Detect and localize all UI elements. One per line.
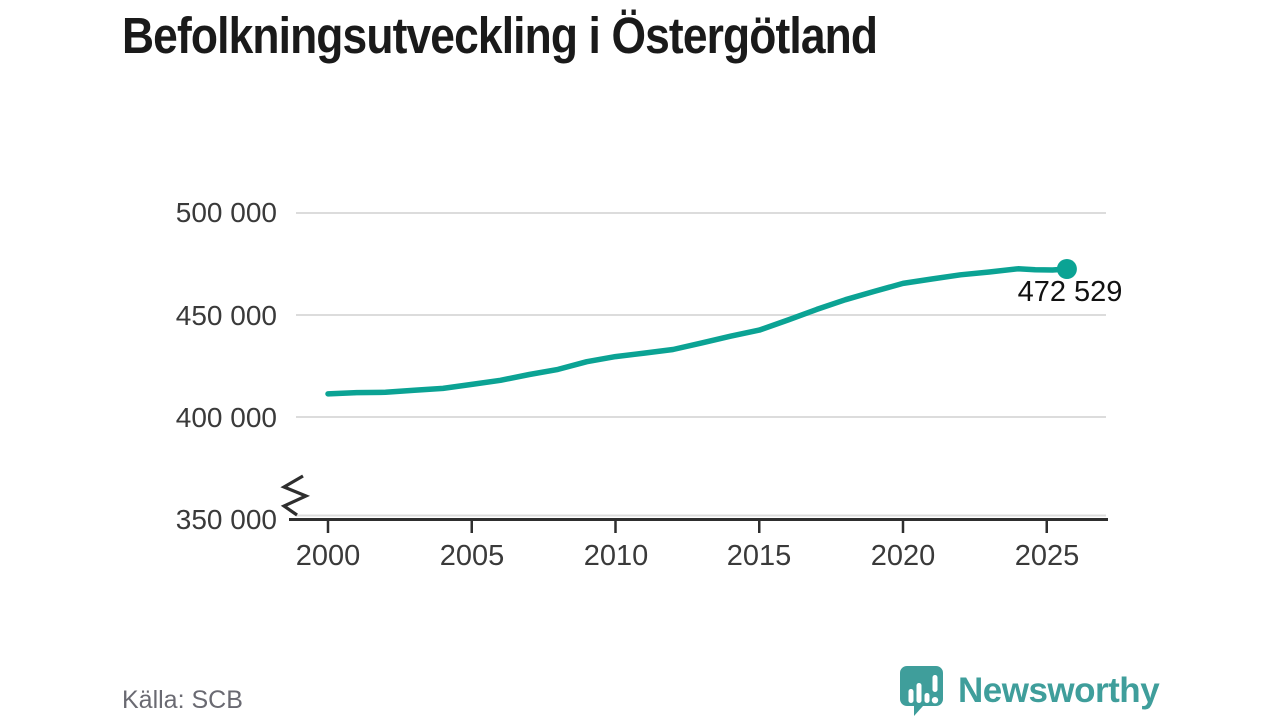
y-axis-tick-label: 450 000 [175,300,277,331]
source-label: Källa: SCB [122,686,243,714]
newsworthy-logo: Newsworthy [898,663,1160,719]
x-axis-tick-label: 2020 [870,540,936,572]
population-line [325,266,1070,397]
brand-name: Newsworthy [958,671,1160,710]
chart-title: Befolkningsutveckling i Östergötland [122,7,878,64]
y-axis-tick-label: 350 000 [175,504,277,535]
newsworthy-icon [900,666,943,716]
y-axis-tick-label: 400 000 [175,402,277,433]
x-axis-tick-label: 2025 [1014,540,1080,572]
y-axis-tick-label: 500 000 [175,197,277,228]
x-axis-tick-label: 2015 [726,540,792,572]
x-axis-tick-label: 2010 [583,540,649,572]
end-value-label: 472 529 [1017,276,1123,308]
end-point-dot [1056,259,1077,279]
x-axis-tick-label: 2000 [295,540,361,572]
x-axis-tick-label: 2005 [439,540,505,572]
